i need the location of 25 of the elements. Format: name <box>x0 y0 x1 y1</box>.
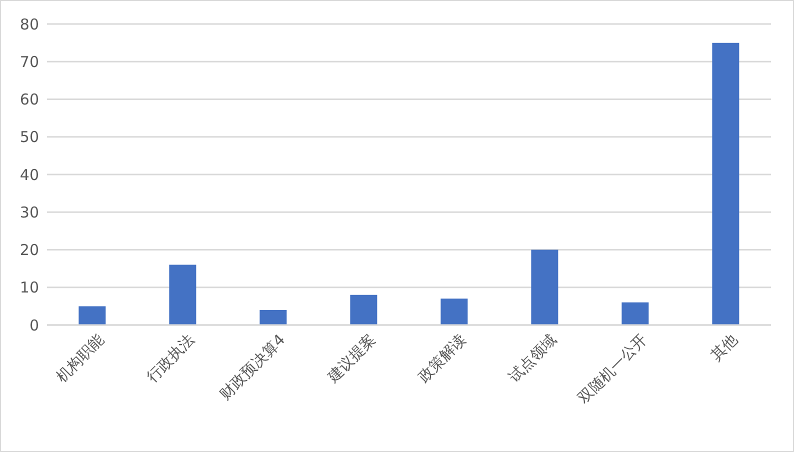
bar <box>712 42 740 325</box>
bar <box>531 250 558 325</box>
y-tick-label: 30 <box>20 203 39 222</box>
x-tick-label: 试点领域 <box>504 330 560 386</box>
y-tick-label: 80 <box>20 15 39 34</box>
y-tick-label: 50 <box>20 128 39 146</box>
y-tick-label: 20 <box>20 241 39 260</box>
y-tick-label: 10 <box>20 278 39 297</box>
x-tick-label: 财政预决算4 <box>216 330 289 404</box>
y-tick-label: 60 <box>20 90 39 109</box>
y-tick-label: 0 <box>29 316 39 334</box>
bar <box>260 310 287 325</box>
bar <box>440 298 468 325</box>
bar <box>78 306 106 325</box>
x-tick-label: 行政执法 <box>142 330 198 386</box>
x-tick-label: 其他 <box>707 330 742 365</box>
bar <box>350 294 378 325</box>
bar <box>169 264 196 325</box>
x-tick-label: 双随机一公开 <box>574 330 651 408</box>
x-tick-label: 机构职能 <box>52 330 108 386</box>
bar <box>622 302 649 325</box>
x-tick-label: 政策解读 <box>414 330 470 386</box>
y-tick-label: 40 <box>20 166 39 184</box>
y-tick-label: 70 <box>20 52 39 71</box>
x-tick-label: 建议提案 <box>323 330 380 386</box>
